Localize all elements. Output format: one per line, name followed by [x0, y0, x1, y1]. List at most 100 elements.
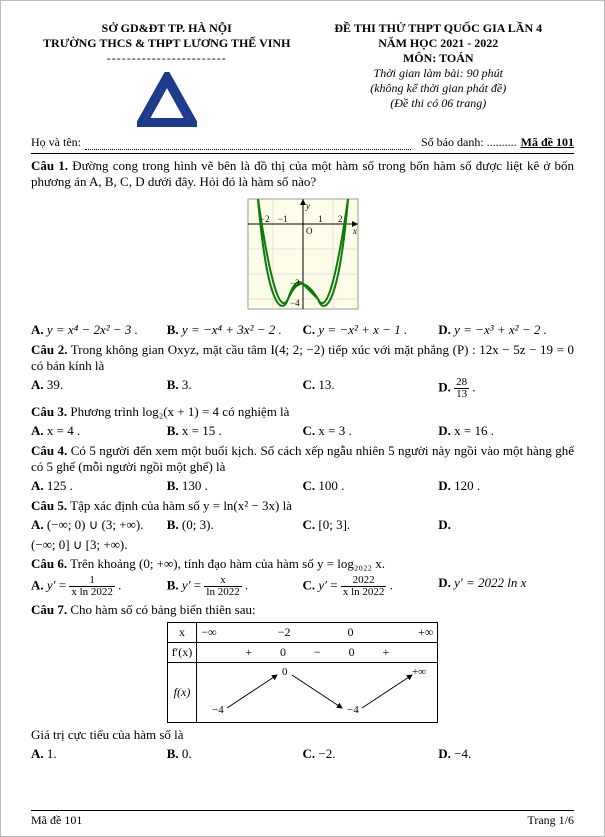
- q2-choice-B: B. 3.: [167, 377, 303, 400]
- q3-choice-B: B. x = 15 .: [167, 423, 303, 439]
- exam-page: SỞ GD&ĐT TP. HÀ NỘI TRƯỜNG THCS & THPT L…: [0, 0, 605, 837]
- svg-text:x: x: [352, 226, 357, 236]
- separator: [31, 153, 574, 154]
- q5-text: Tập xác định của hàm số y = ln(x² − 3x) …: [70, 498, 292, 513]
- q6-choice-B: B. y′ = xln 2022 .: [167, 575, 303, 598]
- q4-choice-D: D. 120 .: [438, 478, 574, 494]
- svg-text:−4: −4: [347, 704, 359, 716]
- page-footer: Mã đề 101 Trang 1/6: [31, 810, 574, 828]
- svg-text:−1: −1: [278, 214, 288, 224]
- q5-extra: (−∞; 0] ∪ [3; +∞).: [31, 537, 574, 553]
- svg-text:+∞: +∞: [412, 666, 426, 678]
- q2-choices: A. 39. B. 3. C. 13. D. 2813 .: [31, 377, 574, 400]
- header: SỞ GD&ĐT TP. HÀ NỘI TRƯỜNG THCS & THPT L…: [31, 21, 574, 131]
- q7-ask: Giá trị cực tiểu của hàm số là: [31, 727, 574, 743]
- bbt-row-f: f(x) 0 +∞ −4 −4: [167, 663, 438, 723]
- footer-right: Trang 1/6: [527, 813, 574, 828]
- q5-head: Câu 5.: [31, 498, 67, 513]
- svg-text:0: 0: [282, 666, 288, 678]
- q2-choice-C: C. 13.: [303, 377, 439, 400]
- question-4: Câu 4. Có 5 người đến xem một buổi kịch.…: [31, 443, 574, 475]
- svg-text:−4: −4: [290, 298, 300, 308]
- q1-choice-A: A. y = x⁴ − 2x² − 3 .: [31, 322, 167, 338]
- q5-choice-D: D.: [438, 517, 574, 533]
- exam-year: NĂM HỌC 2021 - 2022: [303, 36, 575, 51]
- q7-choice-B: B. 0.: [167, 746, 303, 762]
- question-3: Câu 3. Phương trình log₂(x + 1) = 4 có n…: [31, 404, 574, 420]
- q6-choice-A: A. y′ = 1x ln 2022 .: [31, 575, 167, 598]
- question-2: Câu 2. Trong không gian Oxyz, mặt cầu tâ…: [31, 342, 574, 374]
- q4-choice-C: C. 100 .: [303, 478, 439, 494]
- q5-choice-A: A. (−∞; 0) ∪ (3; +∞).: [31, 517, 167, 533]
- q2-choice-A: A. 39.: [31, 377, 167, 400]
- q2-choice-D: D. 2813 .: [438, 377, 574, 400]
- q1-choice-C: C. y = −x² + x − 1 .: [303, 322, 439, 338]
- q5-choice-C: C. [0; 3].: [303, 517, 439, 533]
- dash-line: ------------------------: [31, 51, 303, 66]
- q1-text: Đường cong trong hình vẽ bên là đồ thị c…: [31, 158, 574, 189]
- q6-choice-C: C. y′ = 2022x ln 2022 .: [303, 575, 439, 598]
- svg-text:−2: −2: [260, 214, 270, 224]
- q1-choice-D: D. y = −x³ + x² − 2 .: [438, 322, 574, 338]
- q4-choice-A: A. 125 .: [31, 478, 167, 494]
- q4-text: Có 5 người đến xem một buổi kịch. Số các…: [31, 443, 574, 474]
- q3-choice-A: A. x = 4 .: [31, 423, 167, 439]
- exam-pages: (Đề thi có 06 trang): [303, 96, 575, 111]
- q7-choice-D: D. −4.: [438, 746, 574, 762]
- q6-choice-D: D. y′ = 2022 ln x: [438, 575, 574, 598]
- school-line: TRƯỜNG THCS & THPT LƯƠNG THẾ VINH: [31, 36, 303, 51]
- question-6: Câu 6. Trên khoảng (0; +∞), tính đạo hàm…: [31, 556, 574, 572]
- q1-graph: y x O −2 −1 1 2 −3 −4: [31, 194, 574, 318]
- q4-choice-B: B. 130 .: [167, 478, 303, 494]
- name-label: Họ và tên:: [31, 135, 81, 150]
- q7-choice-C: C. −2.: [303, 746, 439, 762]
- question-1: Câu 1. Đường cong trong hình vẽ bên là đ…: [31, 158, 574, 190]
- q6-text: Trên khoảng (0; +∞), tính đạo hàm của hà…: [70, 556, 385, 571]
- q3-text: Phương trình log₂(x + 1) = 4 có nghiệm l…: [70, 404, 289, 419]
- question-7: Câu 7. Cho hàm số có bảng biến thiên sau…: [31, 602, 574, 618]
- q3-choice-D: D. x = 16 .: [438, 423, 574, 439]
- svg-text:1: 1: [318, 214, 323, 224]
- footer-left: Mã đề 101: [31, 813, 82, 828]
- q4-head: Câu 4.: [31, 443, 67, 458]
- name-dots: [85, 137, 411, 150]
- svg-text:2: 2: [338, 214, 343, 224]
- q6-choices: A. y′ = 1x ln 2022 . B. y′ = xln 2022 . …: [31, 575, 574, 598]
- q7-choices: A. 1. B. 0. C. −2. D. −4.: [31, 746, 574, 762]
- q5-choice-B: B. (0; 3).: [167, 517, 303, 533]
- q3-choices: A. x = 4 . B. x = 15 . C. x = 3 . D. x =…: [31, 423, 574, 439]
- q7-text: Cho hàm số có bảng biến thiên sau:: [70, 602, 255, 617]
- header-right: ĐỀ THI THỬ THPT QUỐC GIA LẦN 4 NĂM HỌC 2…: [303, 21, 575, 131]
- q3-head: Câu 3.: [31, 404, 67, 419]
- bbt-arrows-icon: 0 +∞ −4 −4: [197, 663, 437, 718]
- q4-choices: A. 125 . B. 130 . C. 100 . D. 120 .: [31, 478, 574, 494]
- q1-choices: A. y = x⁴ − 2x² − 3 . B. y = −x⁴ + 3x² −…: [31, 322, 574, 338]
- exam-subject: MÔN: TOÁN: [303, 51, 575, 66]
- q2-head: Câu 2.: [31, 342, 67, 357]
- exam-code: Mã đề 101: [521, 135, 574, 150]
- bbt-row-x: x −∞ −2 0 +∞: [167, 623, 438, 643]
- q1-head: Câu 1.: [31, 158, 68, 173]
- header-left: SỞ GD&ĐT TP. HÀ NỘI TRƯỜNG THCS & THPT L…: [31, 21, 303, 131]
- q3-choice-C: C. x = 3 .: [303, 423, 439, 439]
- bbt-row-fprime: f′(x) + 0 − 0 +: [167, 643, 438, 663]
- variation-table: x −∞ −2 0 +∞ f′(x) + 0: [167, 622, 439, 723]
- q5-choices: A. (−∞; 0) ∪ (3; +∞). B. (0; 3). C. [0; …: [31, 517, 574, 533]
- sbd-label: Số báo danh: ..........: [421, 135, 517, 150]
- question-5: Câu 5. Tập xác định của hàm số y = ln(x²…: [31, 498, 574, 514]
- exam-title: ĐỀ THI THỬ THPT QUỐC GIA LẦN 4: [303, 21, 575, 36]
- svg-text:−4: −4: [212, 704, 224, 716]
- exam-note: (không kể thời gian phát đề): [303, 81, 575, 96]
- svg-text:−3: −3: [290, 278, 300, 288]
- q7-choice-A: A. 1.: [31, 746, 167, 762]
- school-logo-icon: [137, 72, 197, 127]
- svg-text:y: y: [305, 201, 310, 211]
- q6-head: Câu 6.: [31, 556, 67, 571]
- q1-choice-B: B. y = −x⁴ + 3x² − 2 .: [167, 322, 303, 338]
- q2-text: Trong không gian Oxyz, mặt cầu tâm I(4; …: [31, 342, 574, 373]
- exam-time: Thời gian làm bài: 90 phút: [303, 66, 575, 81]
- dept-line: SỞ GD&ĐT TP. HÀ NỘI: [31, 21, 303, 36]
- q7-head: Câu 7.: [31, 602, 67, 617]
- name-row: Họ và tên: Số báo danh: .......... Mã đề…: [31, 135, 574, 150]
- svg-text:O: O: [306, 226, 313, 236]
